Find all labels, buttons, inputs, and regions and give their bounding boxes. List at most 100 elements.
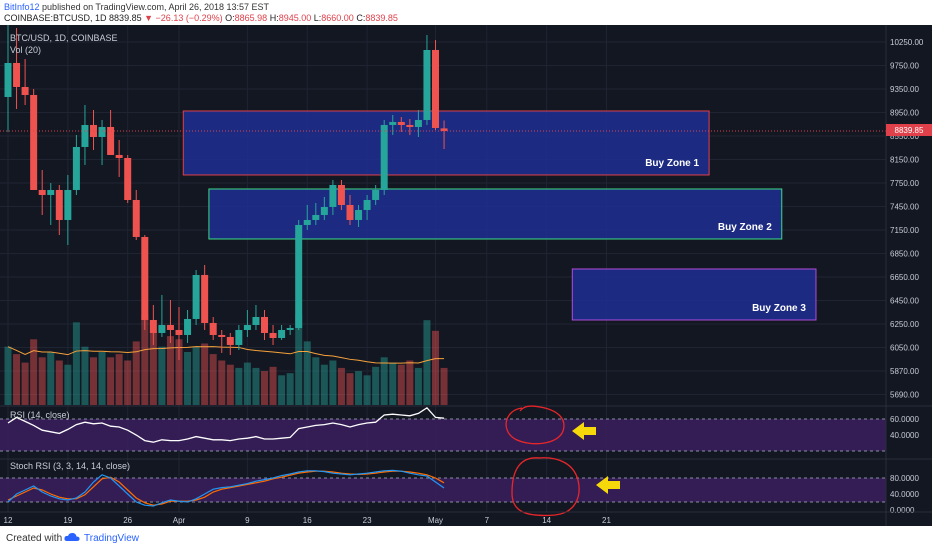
time-tick-label: 14 xyxy=(542,516,551,525)
stoch-label: Stoch RSI (3, 3, 14, 14, close) xyxy=(10,461,130,471)
candle-body xyxy=(192,274,200,319)
volume-bar xyxy=(355,371,363,405)
tradingview-brand[interactable]: TradingView xyxy=(84,533,140,544)
volume-bar xyxy=(363,375,371,405)
volume-bar xyxy=(329,360,337,405)
candle-body xyxy=(107,126,115,155)
volume-bar xyxy=(55,360,63,405)
buy-zone-label: Buy Zone 2 xyxy=(718,222,772,233)
volume-bar xyxy=(209,354,217,405)
candle-body xyxy=(184,318,192,335)
candle-body xyxy=(141,236,149,320)
volume-bar xyxy=(295,314,303,405)
volume-bar xyxy=(432,330,439,405)
candle-body xyxy=(355,209,363,220)
candle-body xyxy=(440,128,448,131)
price-axis[interactable]: 10250.00 9750.00 9350.00 8950.00 8550.00 8150… xyxy=(885,25,924,526)
time-tick-label: May xyxy=(428,516,443,525)
buy-zone-box xyxy=(571,268,817,321)
buy-zone-box xyxy=(208,188,783,240)
volume-bar xyxy=(303,341,311,405)
price-tick-label: 8950.00 xyxy=(890,109,919,118)
candle-body xyxy=(81,124,89,147)
volume-bar xyxy=(414,367,422,405)
yellow-arrow-icon xyxy=(596,476,620,494)
buy-zone-box xyxy=(182,110,710,176)
price-tick-label: 9350.00 xyxy=(890,85,919,94)
time-tick-label: 26 xyxy=(123,516,132,525)
candle-body xyxy=(312,214,320,220)
stoch-k-line xyxy=(7,469,445,507)
candle-body xyxy=(397,121,405,125)
candle-body xyxy=(47,189,55,195)
volume-bar xyxy=(389,362,397,405)
rsi-line xyxy=(7,406,445,443)
candle-body xyxy=(132,199,140,237)
time-tick-label: 7 xyxy=(485,516,490,525)
volume-bar xyxy=(286,373,294,405)
footer: Created with TradingView xyxy=(0,526,932,550)
volume-bar xyxy=(397,364,405,405)
volume-bar xyxy=(21,362,29,405)
price-tick-label: 5870.00 xyxy=(890,367,919,376)
price-tick-label: 6650.00 xyxy=(890,273,919,282)
volume-bar xyxy=(320,364,328,405)
candle-body xyxy=(346,204,354,220)
publish-text: published on TradingView.com, April 26, … xyxy=(42,2,270,12)
stoch-rsi-pane: 80.0000 40.0000 0.0000 xyxy=(0,458,932,515)
stoch-d-line xyxy=(7,470,445,506)
candle-body xyxy=(295,224,303,328)
candle-body xyxy=(372,189,380,200)
candle-body xyxy=(209,322,217,335)
volume-bar xyxy=(440,367,448,405)
created-with-text: Created with xyxy=(6,533,63,544)
low-value: 8660.00 xyxy=(321,13,354,23)
symbol-label: COINBASE:BTCUSD, 1D xyxy=(4,13,107,23)
stoch-tick-label: 40.0000 xyxy=(890,490,919,499)
candle-body xyxy=(226,336,234,345)
time-tick-label: 23 xyxy=(363,516,372,525)
rsi-pane: 60.0000 40.0000 xyxy=(0,405,932,452)
candle-body xyxy=(30,94,38,190)
high-value: 8945.00 xyxy=(278,13,312,23)
time-axis[interactable]: 12 19 26 Apr 9 16 23 May 7 14 21 xyxy=(0,511,932,525)
chart-canvas[interactable]: Buy Zone 1 Buy Zone 2 Buy Zone 3 60.0000 40… xyxy=(0,25,932,526)
price-tick-label: 9750.00 xyxy=(890,62,919,71)
volume-bar xyxy=(243,362,251,405)
down-arrow-icon: ▼ xyxy=(144,13,154,23)
red-circle-annotation xyxy=(505,405,565,445)
author-link[interactable]: BitInfo12 xyxy=(4,2,40,12)
volume-bar xyxy=(184,352,192,405)
candle-body xyxy=(320,206,328,215)
candle-body xyxy=(389,121,397,125)
volume-bar xyxy=(406,360,414,405)
volume-bar xyxy=(115,354,123,405)
rsi-band xyxy=(0,419,886,451)
candle-body xyxy=(406,124,414,127)
volume-bar xyxy=(235,367,243,405)
red-circle-annotation xyxy=(511,457,580,517)
candle-body xyxy=(337,184,345,205)
volume-bar xyxy=(90,357,97,405)
rsi-label: RSI (14, close) xyxy=(10,410,70,420)
volume-bar xyxy=(13,354,21,405)
candle-body xyxy=(243,324,251,330)
price-badge-text: 8839.85 xyxy=(895,126,924,135)
volume-pane xyxy=(4,314,448,405)
price-tick-label: 7750.00 xyxy=(890,179,919,188)
volume-bar xyxy=(175,339,183,405)
volume-bar xyxy=(380,357,388,405)
volume-bar xyxy=(261,371,268,405)
ohlc-header: COINBASE:BTCUSD, 1D 8839.85 ▼ −26.13 (−0… xyxy=(4,13,398,23)
candle-body xyxy=(201,274,209,323)
annotations xyxy=(505,405,620,517)
low-label: L: xyxy=(313,13,322,23)
volume-bar xyxy=(4,346,12,405)
candle-body xyxy=(175,329,183,335)
candle-body xyxy=(303,219,311,225)
volume-bar xyxy=(226,364,234,405)
volume-bar xyxy=(201,343,209,405)
price-tick-label: 5690.00 xyxy=(890,391,919,400)
volume-bar xyxy=(149,330,157,405)
volume-bar xyxy=(192,346,200,405)
